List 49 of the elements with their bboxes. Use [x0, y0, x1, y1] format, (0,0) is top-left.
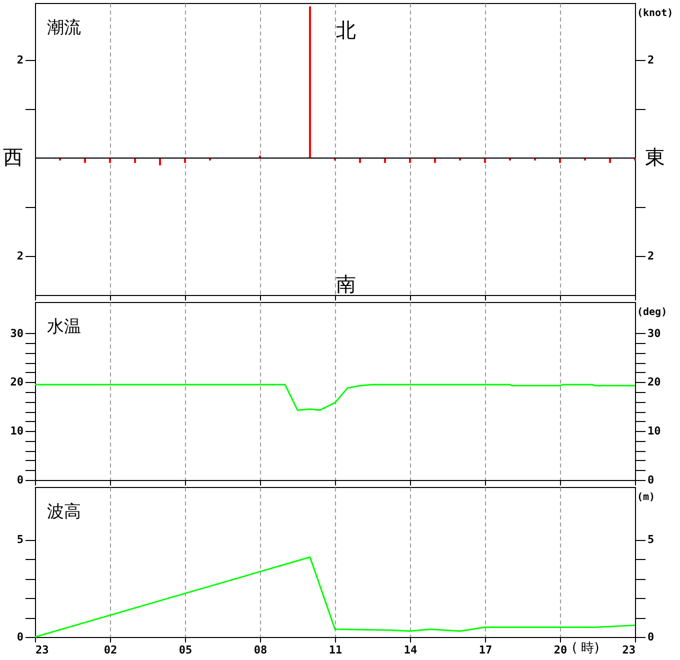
x-tick-label: 23	[622, 644, 636, 656]
y2-tick-label: 10	[648, 424, 661, 438]
bar	[309, 6, 311, 158]
y2-axis-title: (knot)	[637, 8, 674, 19]
y-tick-label: 10	[10, 424, 24, 438]
x-tick-label: 20	[554, 644, 568, 656]
y2-tick-label: 5	[648, 533, 654, 546]
y2-tick-label: 30	[648, 326, 661, 340]
bar	[559, 158, 561, 163]
x-tick-label: 05	[178, 644, 192, 656]
x-tick-label: 17	[478, 644, 492, 656]
y2-tick-label: 0	[648, 474, 654, 486]
y2-tick-label: 20	[648, 376, 661, 389]
y-tick-label: 30	[10, 326, 24, 340]
y2-axis-title: (deg)	[637, 307, 668, 318]
y2-tick-label: 2	[648, 249, 654, 262]
bar	[84, 158, 86, 163]
y2-tick-label: 2	[648, 54, 654, 67]
bar	[134, 158, 136, 163]
y-tick-label: 2	[16, 54, 24, 67]
text: 東	[645, 144, 665, 169]
annotation: 北	[336, 18, 356, 42]
text: 波高	[47, 502, 81, 522]
y-tick-label: 0	[16, 630, 24, 644]
y-tick-label: 0	[16, 474, 24, 486]
bar	[384, 158, 386, 163]
x-axis-title: ( 時)	[572, 641, 600, 656]
bar	[409, 158, 411, 163]
text: 水温	[47, 317, 81, 337]
bar	[159, 158, 161, 166]
text: 西	[3, 144, 23, 169]
bar	[109, 158, 111, 163]
annotation: 南	[336, 272, 356, 296]
x-tick-label: 23	[36, 644, 49, 656]
x-tick-label: 08	[254, 644, 268, 656]
bar	[359, 158, 361, 163]
y2-tick-label: 0	[648, 630, 654, 644]
bar	[484, 158, 486, 163]
y-tick-label: 2	[16, 249, 24, 262]
bar	[434, 158, 436, 163]
bar	[609, 158, 611, 163]
x-tick-label: 02	[104, 644, 118, 656]
x-tick-label: 14	[404, 644, 418, 656]
bar	[184, 158, 186, 163]
y2-axis-title: (m)	[637, 492, 656, 503]
text: 潮流	[47, 18, 81, 38]
x-tick-label: 11	[328, 644, 342, 656]
y-tick-label: 5	[16, 533, 24, 546]
y-tick-label: 20	[10, 376, 24, 389]
